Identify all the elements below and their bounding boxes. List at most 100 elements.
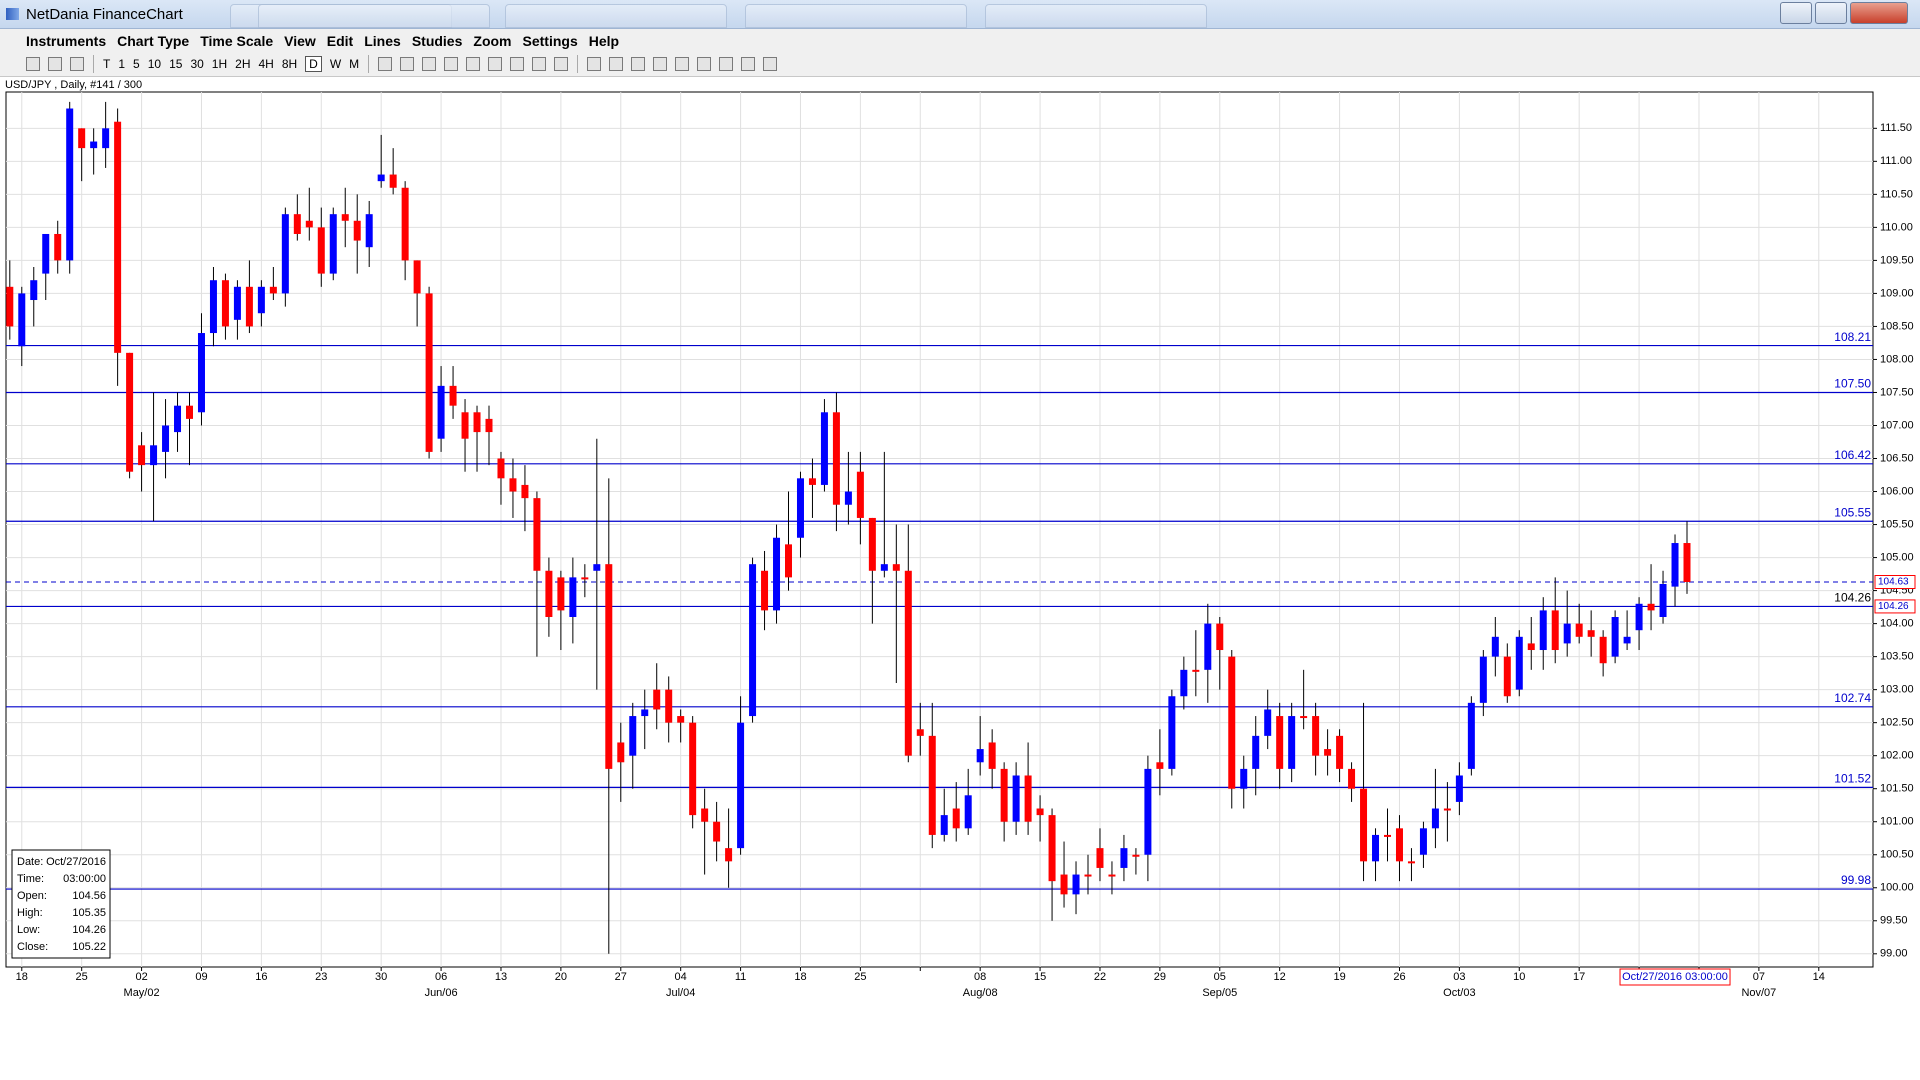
- browser-tab[interactable]: [258, 4, 490, 28]
- candle-body: [892, 564, 900, 571]
- x-month-label: Aug/08: [963, 987, 998, 999]
- candle-body: [1144, 768, 1152, 855]
- x-tick-label: 04: [675, 971, 687, 983]
- close-button[interactable]: [1850, 2, 1908, 24]
- candle-body: [820, 412, 828, 485]
- level-label: 104.26: [1834, 591, 1871, 605]
- info-value: 105.22: [72, 941, 106, 953]
- candle-body: [1467, 702, 1475, 769]
- candle-body: [126, 352, 134, 472]
- tool-icon[interactable]: [554, 57, 569, 71]
- tool-icon[interactable]: [378, 57, 393, 71]
- candle-body: [1479, 656, 1487, 703]
- timescale-button[interactable]: M: [349, 57, 360, 71]
- timescale-button[interactable]: 1H: [211, 57, 228, 71]
- x-tick-label: 22: [1094, 971, 1106, 983]
- candle-body: [449, 385, 457, 406]
- window-title: NetDania FinanceChart: [26, 6, 183, 23]
- candle-body: [1132, 854, 1140, 857]
- candle-body: [1060, 874, 1068, 895]
- browser-tab[interactable]: [745, 4, 967, 28]
- tool-icon[interactable]: [587, 57, 602, 71]
- separator: [577, 55, 579, 73]
- menu-item[interactable]: Studies: [411, 32, 463, 49]
- timescale-button[interactable]: 15: [169, 57, 183, 71]
- tool-icon[interactable]: [697, 57, 712, 71]
- tool-icon[interactable]: [70, 57, 84, 71]
- candle-body: [1647, 603, 1655, 611]
- candle-body: [1360, 788, 1368, 862]
- tool-icon[interactable]: [422, 57, 437, 71]
- x-tick-label: 25: [76, 971, 88, 983]
- timescale-button[interactable]: 5: [133, 57, 140, 71]
- timescale-button[interactable]: 4H: [258, 57, 274, 71]
- minimize-button[interactable]: [1780, 2, 1812, 24]
- menu-item[interactable]: Chart Type: [117, 32, 190, 49]
- menu-item[interactable]: Zoom: [473, 32, 512, 49]
- candle-body: [569, 577, 577, 617]
- candle-body: [401, 187, 409, 261]
- timescale-button[interactable]: 30: [190, 57, 204, 71]
- candle-body: [1300, 716, 1308, 719]
- timescale-button[interactable]: 1: [118, 57, 126, 71]
- timescale-button[interactable]: 8H: [281, 57, 298, 71]
- x-tick-label: 26: [1393, 971, 1405, 983]
- candle-body: [1491, 636, 1499, 657]
- tool-icon[interactable]: [26, 57, 40, 71]
- menu-item[interactable]: Settings: [522, 32, 578, 49]
- x-tick-label: 08: [974, 971, 986, 983]
- candle-body: [1216, 623, 1224, 651]
- browser-tab[interactable]: [985, 4, 1207, 28]
- tool-icon[interactable]: [400, 57, 415, 71]
- candle-body: [413, 260, 421, 294]
- x-tick-label: 13: [495, 971, 507, 983]
- tool-icon[interactable]: [631, 57, 646, 71]
- candle-body: [425, 293, 433, 452]
- info-value: 03:00:00: [63, 873, 106, 885]
- menu-item[interactable]: Lines: [364, 32, 401, 49]
- candle-body: [245, 286, 253, 327]
- x-tick-label: 25: [854, 971, 866, 983]
- tool-icon[interactable]: [719, 57, 734, 71]
- menu-item[interactable]: Edit: [326, 32, 354, 49]
- tool-icon[interactable]: [763, 57, 778, 71]
- timescale-button[interactable]: 10: [147, 57, 162, 71]
- maximize-button[interactable]: [1815, 2, 1847, 24]
- tool-icon[interactable]: [48, 57, 62, 71]
- x-tick-label: 15: [1034, 971, 1046, 983]
- tool-icon[interactable]: [444, 57, 459, 71]
- timescale-button[interactable]: D: [305, 56, 322, 72]
- tool-icon[interactable]: [488, 57, 503, 71]
- timescale-button[interactable]: 2H: [235, 57, 251, 71]
- candle-body: [1623, 636, 1631, 644]
- y-tick-label: 111.50: [1880, 122, 1912, 134]
- browser-tab[interactable]: [505, 4, 727, 28]
- tool-icon[interactable]: [653, 57, 668, 71]
- menu-item[interactable]: View: [284, 32, 316, 49]
- tool-icon[interactable]: [741, 57, 756, 71]
- timescale-button[interactable]: W: [329, 57, 342, 71]
- timescale-button[interactable]: T: [103, 57, 111, 71]
- x-tick-label: 20: [555, 971, 567, 983]
- candle-body: [1012, 775, 1020, 822]
- tool-icon[interactable]: [609, 57, 624, 71]
- menu-item[interactable]: Help: [588, 32, 620, 49]
- candle-body: [880, 564, 888, 571]
- candle-body: [1372, 834, 1380, 862]
- candle-body: [701, 808, 709, 822]
- candle-body: [1443, 808, 1451, 811]
- tool-icon[interactable]: [510, 57, 525, 71]
- candle-body: [1336, 735, 1344, 769]
- candle-body: [725, 848, 733, 862]
- axis-marker-box: [1874, 599, 1916, 614]
- candle-body: [1395, 828, 1403, 862]
- menu-item[interactable]: Time Scale: [200, 32, 274, 49]
- tool-icon[interactable]: [532, 57, 547, 71]
- candle-body: [581, 577, 589, 580]
- tool-icon[interactable]: [675, 57, 690, 71]
- plot-area: [5, 91, 1874, 968]
- menu-item[interactable]: Instruments: [26, 32, 107, 49]
- tool-icon[interactable]: [466, 57, 481, 71]
- x-tick-label: 19: [1333, 971, 1345, 983]
- x-month-label: Oct/03: [1443, 987, 1475, 999]
